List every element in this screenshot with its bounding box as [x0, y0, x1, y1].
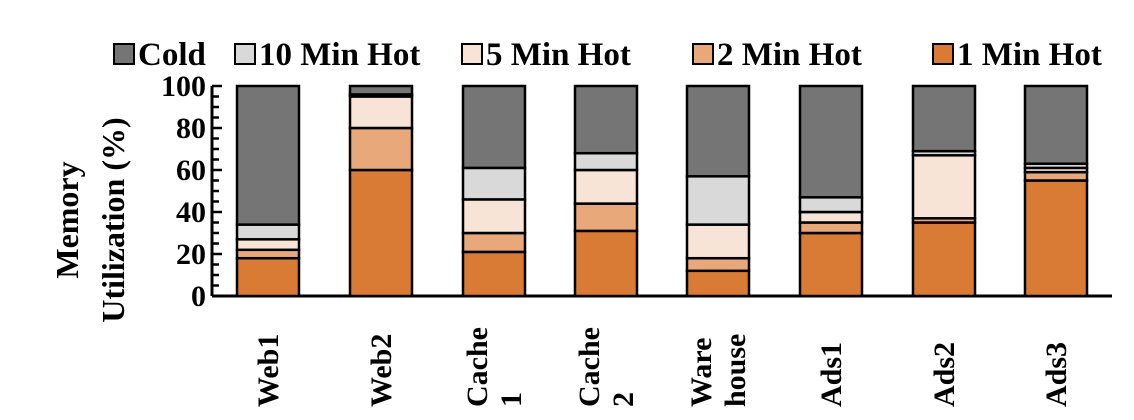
bar-segment-ware-house-1-min-hot — [685, 269, 751, 298]
y-tick-label: 0 — [191, 280, 206, 313]
bar-segment-ads1-cold — [798, 84, 864, 199]
bar-segment-ads3-cold — [1023, 84, 1089, 165]
bar-segment-cache-1-2-min-hot — [461, 231, 527, 254]
bar-segment-web2-1-min-hot — [348, 168, 414, 298]
bar-segment-ads2-cold — [911, 84, 977, 153]
bar-segment-web1-10-min-hot — [235, 223, 301, 241]
bar-segment-ads3-1-min-hot — [1023, 179, 1089, 298]
x-category-label: Cache — [573, 327, 606, 407]
legend-swatch-5-min-hot — [461, 43, 483, 65]
bar-segment-ware-house-2-min-hot — [685, 256, 751, 273]
y-axis-label-line: Utilization (%) — [95, 117, 131, 322]
y-tick-label: 60 — [176, 154, 206, 187]
y-axis-label: Memory Utilization (%) — [49, 117, 131, 322]
bar-segment-cache-1-10-min-hot — [461, 166, 527, 201]
legend-swatch-1-min-hot — [932, 43, 954, 65]
bar-segment-ware-house-5-min-hot — [685, 223, 751, 260]
legend-label-cold: Cold — [138, 37, 206, 73]
bar-segment-cache-2-10-min-hot — [573, 151, 639, 172]
legend-swatch-2-min-hot — [692, 43, 714, 65]
bar-segment-cache-2-5-min-hot — [573, 168, 639, 205]
x-category-label: 1 — [495, 392, 528, 407]
bar-segment-ads2-1-min-hot — [911, 221, 977, 298]
bar-segment-ads3-2-min-hot — [1023, 170, 1089, 182]
bar-segment-cache-2-cold — [573, 84, 639, 155]
bars — [235, 84, 1089, 298]
x-category-label: Ads3 — [1040, 342, 1073, 407]
x-category-label: Ads1 — [815, 342, 848, 407]
bar-segment-ads1-1-min-hot — [798, 231, 864, 298]
bar-segment-web1-cold — [235, 84, 301, 226]
bar-segment-ads1-10-min-hot — [798, 196, 864, 214]
legend-label-2-min-hot: 2 Min Hot — [717, 37, 862, 73]
bar-segment-ware-house-10-min-hot — [685, 175, 751, 226]
bar-segment-cache-2-1-min-hot — [573, 229, 639, 298]
bar-segment-web1-2-min-hot — [235, 248, 301, 260]
x-category-label: Ads2 — [928, 342, 961, 407]
bar-segment-web1-1-min-hot — [235, 256, 301, 298]
bar-segment-web2-5-min-hot — [348, 95, 414, 130]
chart-legend: Cold 10 Min Hot 5 Min Hot 2 Min Hot 1 Min Ho… — [113, 37, 1102, 73]
x-category-label: house — [719, 334, 752, 407]
y-tick-label: 40 — [176, 196, 206, 229]
y-axis-label-line: Memory — [49, 161, 85, 278]
bar-segment-ware-house-cold — [685, 84, 751, 178]
y-tick-label: 100 — [161, 70, 206, 103]
legend-swatch-cold — [113, 43, 135, 65]
legend-label-10-min-hot: 10 Min Hot — [259, 37, 420, 73]
bar-segment-web1-5-min-hot — [235, 238, 301, 252]
bar-segment-ads1-5-min-hot — [798, 210, 864, 224]
x-category-label: Ware — [685, 338, 718, 407]
bar-segment-cache-1-5-min-hot — [461, 198, 527, 235]
legend-swatch-10-min-hot — [234, 43, 256, 65]
y-tick-label: 80 — [176, 112, 206, 145]
bar-segment-cache-2-2-min-hot — [573, 202, 639, 233]
bar-segment-cache-1-1-min-hot — [461, 250, 527, 298]
bar-segment-ads1-2-min-hot — [798, 221, 864, 235]
bar-segment-web2-cold — [348, 84, 414, 96]
x-category-label: Web1 — [252, 334, 285, 407]
bar-segment-cache-1-cold — [461, 84, 527, 170]
x-category-label: 2 — [607, 392, 640, 407]
legend-label-1-min-hot: 1 Min Hot — [957, 37, 1102, 73]
y-tick-label: 20 — [176, 238, 206, 271]
x-axis-category-labels: Web1 Web2 Cache 1 Cache 2 Ware house Ads1 Ads2 Ads… — [252, 327, 1073, 407]
legend-label-5-min-hot: 5 Min Hot — [486, 37, 631, 73]
x-category-label: Web2 — [365, 334, 398, 407]
bar-segment-ads2-5-min-hot — [911, 154, 977, 220]
x-category-label: Cache — [461, 327, 494, 407]
bar-segment-web2-2-min-hot — [348, 126, 414, 172]
